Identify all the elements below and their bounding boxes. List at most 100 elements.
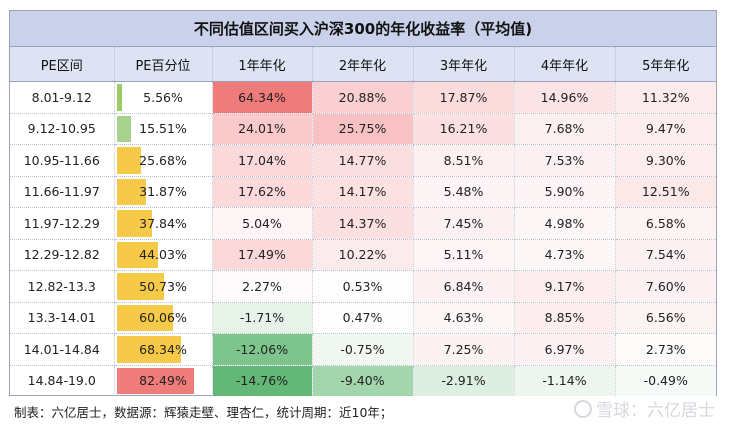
- header-3y: 3年年化: [413, 47, 515, 82]
- return-cell-3y: 17.87%: [413, 81, 515, 114]
- return-cell-5y: 12.51%: [615, 176, 716, 208]
- percentile-value: 44.03%: [139, 247, 187, 263]
- return-cell-4y: 4.73%: [514, 239, 616, 271]
- pe-percentile-cell: 25.68%: [114, 144, 213, 177]
- pe-range-cell: 11.97-12.29: [10, 207, 115, 240]
- return-cell-1y: 5.04%: [212, 207, 313, 240]
- table-row: 14.01-14.84 68.34% -12.06% -0.75% 7.25% 6.97%…: [10, 333, 716, 366]
- table-row: 9.12-10.95 15.51% 24.01% 25.75% 16.21% 7.68% 9…: [10, 113, 716, 145]
- return-cell-5y: 11.32%: [615, 81, 716, 114]
- return-cell-3y: 16.21%: [413, 113, 515, 145]
- return-cell-3y: 7.25%: [413, 333, 515, 366]
- return-cell-1y: 64.34%: [212, 81, 313, 114]
- return-cell-5y: 2.73%: [615, 333, 716, 366]
- pe-percentile-cell: 5.56%: [114, 81, 213, 114]
- percentile-value: 5.56%: [143, 89, 183, 105]
- pe-range-cell: 8.01-9.12: [10, 81, 115, 114]
- percentile-bar: [116, 147, 141, 174]
- return-cell-2y: -9.40%: [312, 365, 414, 396]
- return-cell-5y: 6.58%: [615, 207, 716, 240]
- return-cell-3y: 6.84%: [413, 270, 515, 303]
- table-row: 11.66-11.97 31.87% 17.62% 14.17% 5.48% 5.90% 1…: [10, 176, 716, 208]
- pe-percentile-cell: 50.73%: [114, 270, 213, 303]
- percentile-bar: [116, 84, 122, 111]
- return-cell-1y: -12.06%: [212, 333, 313, 366]
- percentile-bar: [116, 304, 173, 331]
- return-cell-4y: 7.53%: [514, 144, 616, 177]
- return-cell-5y: 9.47%: [615, 113, 716, 145]
- header-4y: 4年年化: [514, 47, 616, 82]
- percentile-value: 15.51%: [139, 121, 187, 137]
- percentile-bar: [116, 115, 132, 142]
- watermark: 雪球：六亿居士: [574, 396, 715, 421]
- return-cell-4y: 6.97%: [514, 333, 616, 366]
- pe-percentile-cell: 68.34%: [114, 333, 213, 366]
- return-cell-3y: 5.48%: [413, 176, 515, 208]
- percentile-value: 82.49%: [139, 373, 187, 389]
- return-cell-2y: 14.17%: [312, 176, 414, 208]
- return-cell-3y: 5.11%: [413, 239, 515, 271]
- return-cell-4y: 7.68%: [514, 113, 616, 145]
- footer-note: 制表：六亿居士，数据源：辉猿走壁、理杏仁，统计周期：近10年；: [14, 405, 393, 420]
- return-cell-1y: 24.01%: [212, 113, 313, 145]
- watermark-text: 雪球：六亿居士: [596, 401, 715, 421]
- table-row: 14.84-19.0 82.49% -14.76% -9.40% -2.91% -1.14…: [10, 365, 716, 396]
- pe-percentile-cell: 37.84%: [114, 207, 213, 240]
- header-1y: 1年年化: [212, 47, 313, 82]
- return-cell-1y: 2.27%: [212, 270, 313, 303]
- percentile-bar: [116, 273, 165, 300]
- return-cell-3y: 4.63%: [413, 302, 515, 334]
- return-cell-5y: -0.49%: [615, 365, 716, 396]
- return-cell-1y: 17.04%: [212, 144, 313, 177]
- percentile-value: 60.06%: [139, 310, 187, 326]
- pe-range-cell: 9.12-10.95: [10, 113, 115, 145]
- return-cell-4y: 5.90%: [514, 176, 616, 208]
- return-cell-5y: 6.56%: [615, 302, 716, 334]
- return-cell-2y: 25.75%: [312, 113, 414, 145]
- pe-range-cell: 12.29-12.82: [10, 239, 115, 271]
- return-cell-3y: 7.45%: [413, 207, 515, 240]
- table-row: 8.01-9.12 5.56% 64.34% 20.88% 17.87% 14.96% 11…: [10, 81, 716, 114]
- percentile-value: 37.84%: [139, 215, 187, 231]
- pe-percentile-cell: 82.49%: [114, 365, 213, 396]
- table-row: 12.29-12.82 44.03% 17.49% 10.22% 5.11% 4.73% 7…: [10, 239, 716, 271]
- header-5y: 5年年化: [615, 47, 716, 82]
- returns-table: PE区间 PE百分位 1年年化 2年年化 3年年化 4年年化 5年年化 8.01…: [10, 47, 716, 396]
- return-cell-2y: 0.53%: [312, 270, 414, 303]
- return-cell-4y: 4.98%: [514, 207, 616, 240]
- percentile-bar: [116, 241, 158, 268]
- return-cell-1y: 17.62%: [212, 176, 313, 208]
- return-cell-3y: 8.51%: [413, 144, 515, 177]
- pe-range-cell: 11.66-11.97: [10, 176, 115, 208]
- pe-range-cell: 14.01-14.84: [10, 333, 115, 366]
- pe-range-cell: 14.84-19.0: [10, 365, 115, 396]
- percentile-value: 31.87%: [139, 184, 187, 200]
- pe-range-cell: 13.3-14.01: [10, 302, 115, 334]
- header-pe-percentile: PE百分位: [114, 47, 213, 82]
- percentile-bar: [116, 210, 153, 237]
- return-cell-2y: 20.88%: [312, 81, 414, 114]
- return-cell-5y: 9.30%: [615, 144, 716, 177]
- return-cell-4y: -1.14%: [514, 365, 616, 396]
- return-cell-1y: -1.71%: [212, 302, 313, 334]
- header-pe-range: PE区间: [10, 47, 115, 82]
- table-row: 11.97-12.29 37.84% 5.04% 14.37% 7.45% 4.98% 6.…: [10, 207, 716, 240]
- return-cell-2y: 10.22%: [312, 239, 414, 271]
- return-cell-4y: 9.17%: [514, 270, 616, 303]
- return-cell-5y: 7.54%: [615, 239, 716, 271]
- return-cell-3y: -2.91%: [413, 365, 515, 396]
- percentile-bar: [116, 178, 147, 205]
- table-title: 不同估值区间买入沪深300的年化收益率（平均值): [10, 11, 716, 47]
- header-row: PE区间 PE百分位 1年年化 2年年化 3年年化 4年年化 5年年化: [10, 47, 716, 82]
- percentile-value: 25.68%: [139, 152, 187, 168]
- xueqiu-logo-icon: [574, 399, 592, 418]
- pe-percentile-cell: 44.03%: [114, 239, 213, 271]
- pe-range-cell: 10.95-11.66: [10, 144, 115, 177]
- header-2y: 2年年化: [312, 47, 414, 82]
- return-cell-2y: 0.47%: [312, 302, 414, 334]
- return-cell-4y: 14.96%: [514, 81, 616, 114]
- percentile-value: 68.34%: [139, 341, 187, 357]
- pe-percentile-cell: 15.51%: [114, 113, 213, 145]
- table-row: 10.95-11.66 25.68% 17.04% 14.77% 8.51% 7.53% 9…: [10, 144, 716, 177]
- return-cell-2y: -0.75%: [312, 333, 414, 366]
